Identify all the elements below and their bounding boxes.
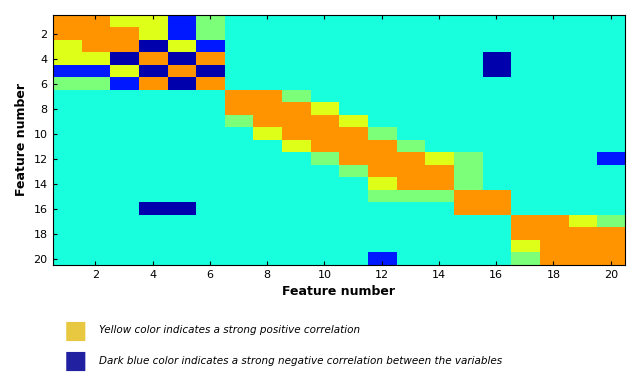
Text: ■: ■ (64, 349, 88, 373)
Text: ■: ■ (64, 319, 88, 342)
Text: Dark blue color indicates a strong negative correlation between the variables: Dark blue color indicates a strong negat… (99, 356, 502, 366)
Y-axis label: Feature number: Feature number (15, 83, 28, 196)
X-axis label: Feature number: Feature number (282, 285, 396, 298)
Text: Yellow color indicates a strong positive correlation: Yellow color indicates a strong positive… (99, 325, 360, 335)
